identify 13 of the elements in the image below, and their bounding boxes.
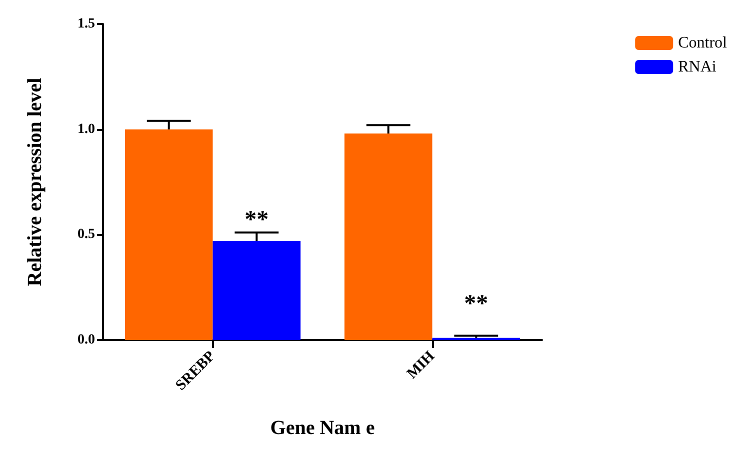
y-tick-label: 1.5 (78, 16, 95, 32)
annotation: ** (244, 206, 269, 233)
annotation: ** (464, 291, 488, 318)
bar (344, 134, 432, 340)
bar (212, 240, 301, 340)
x-axis-title: Gene Nam e (270, 417, 375, 439)
bar (124, 129, 213, 340)
y-tick-label: 1.0 (78, 122, 95, 137)
y-tick-label: 0.5 (78, 227, 95, 242)
legend-label: RNAi (678, 58, 717, 76)
y-tick-label: 0.0 (78, 332, 95, 348)
legend-label: Control (678, 34, 728, 52)
y-axis-title: Relative expression level (24, 77, 46, 286)
